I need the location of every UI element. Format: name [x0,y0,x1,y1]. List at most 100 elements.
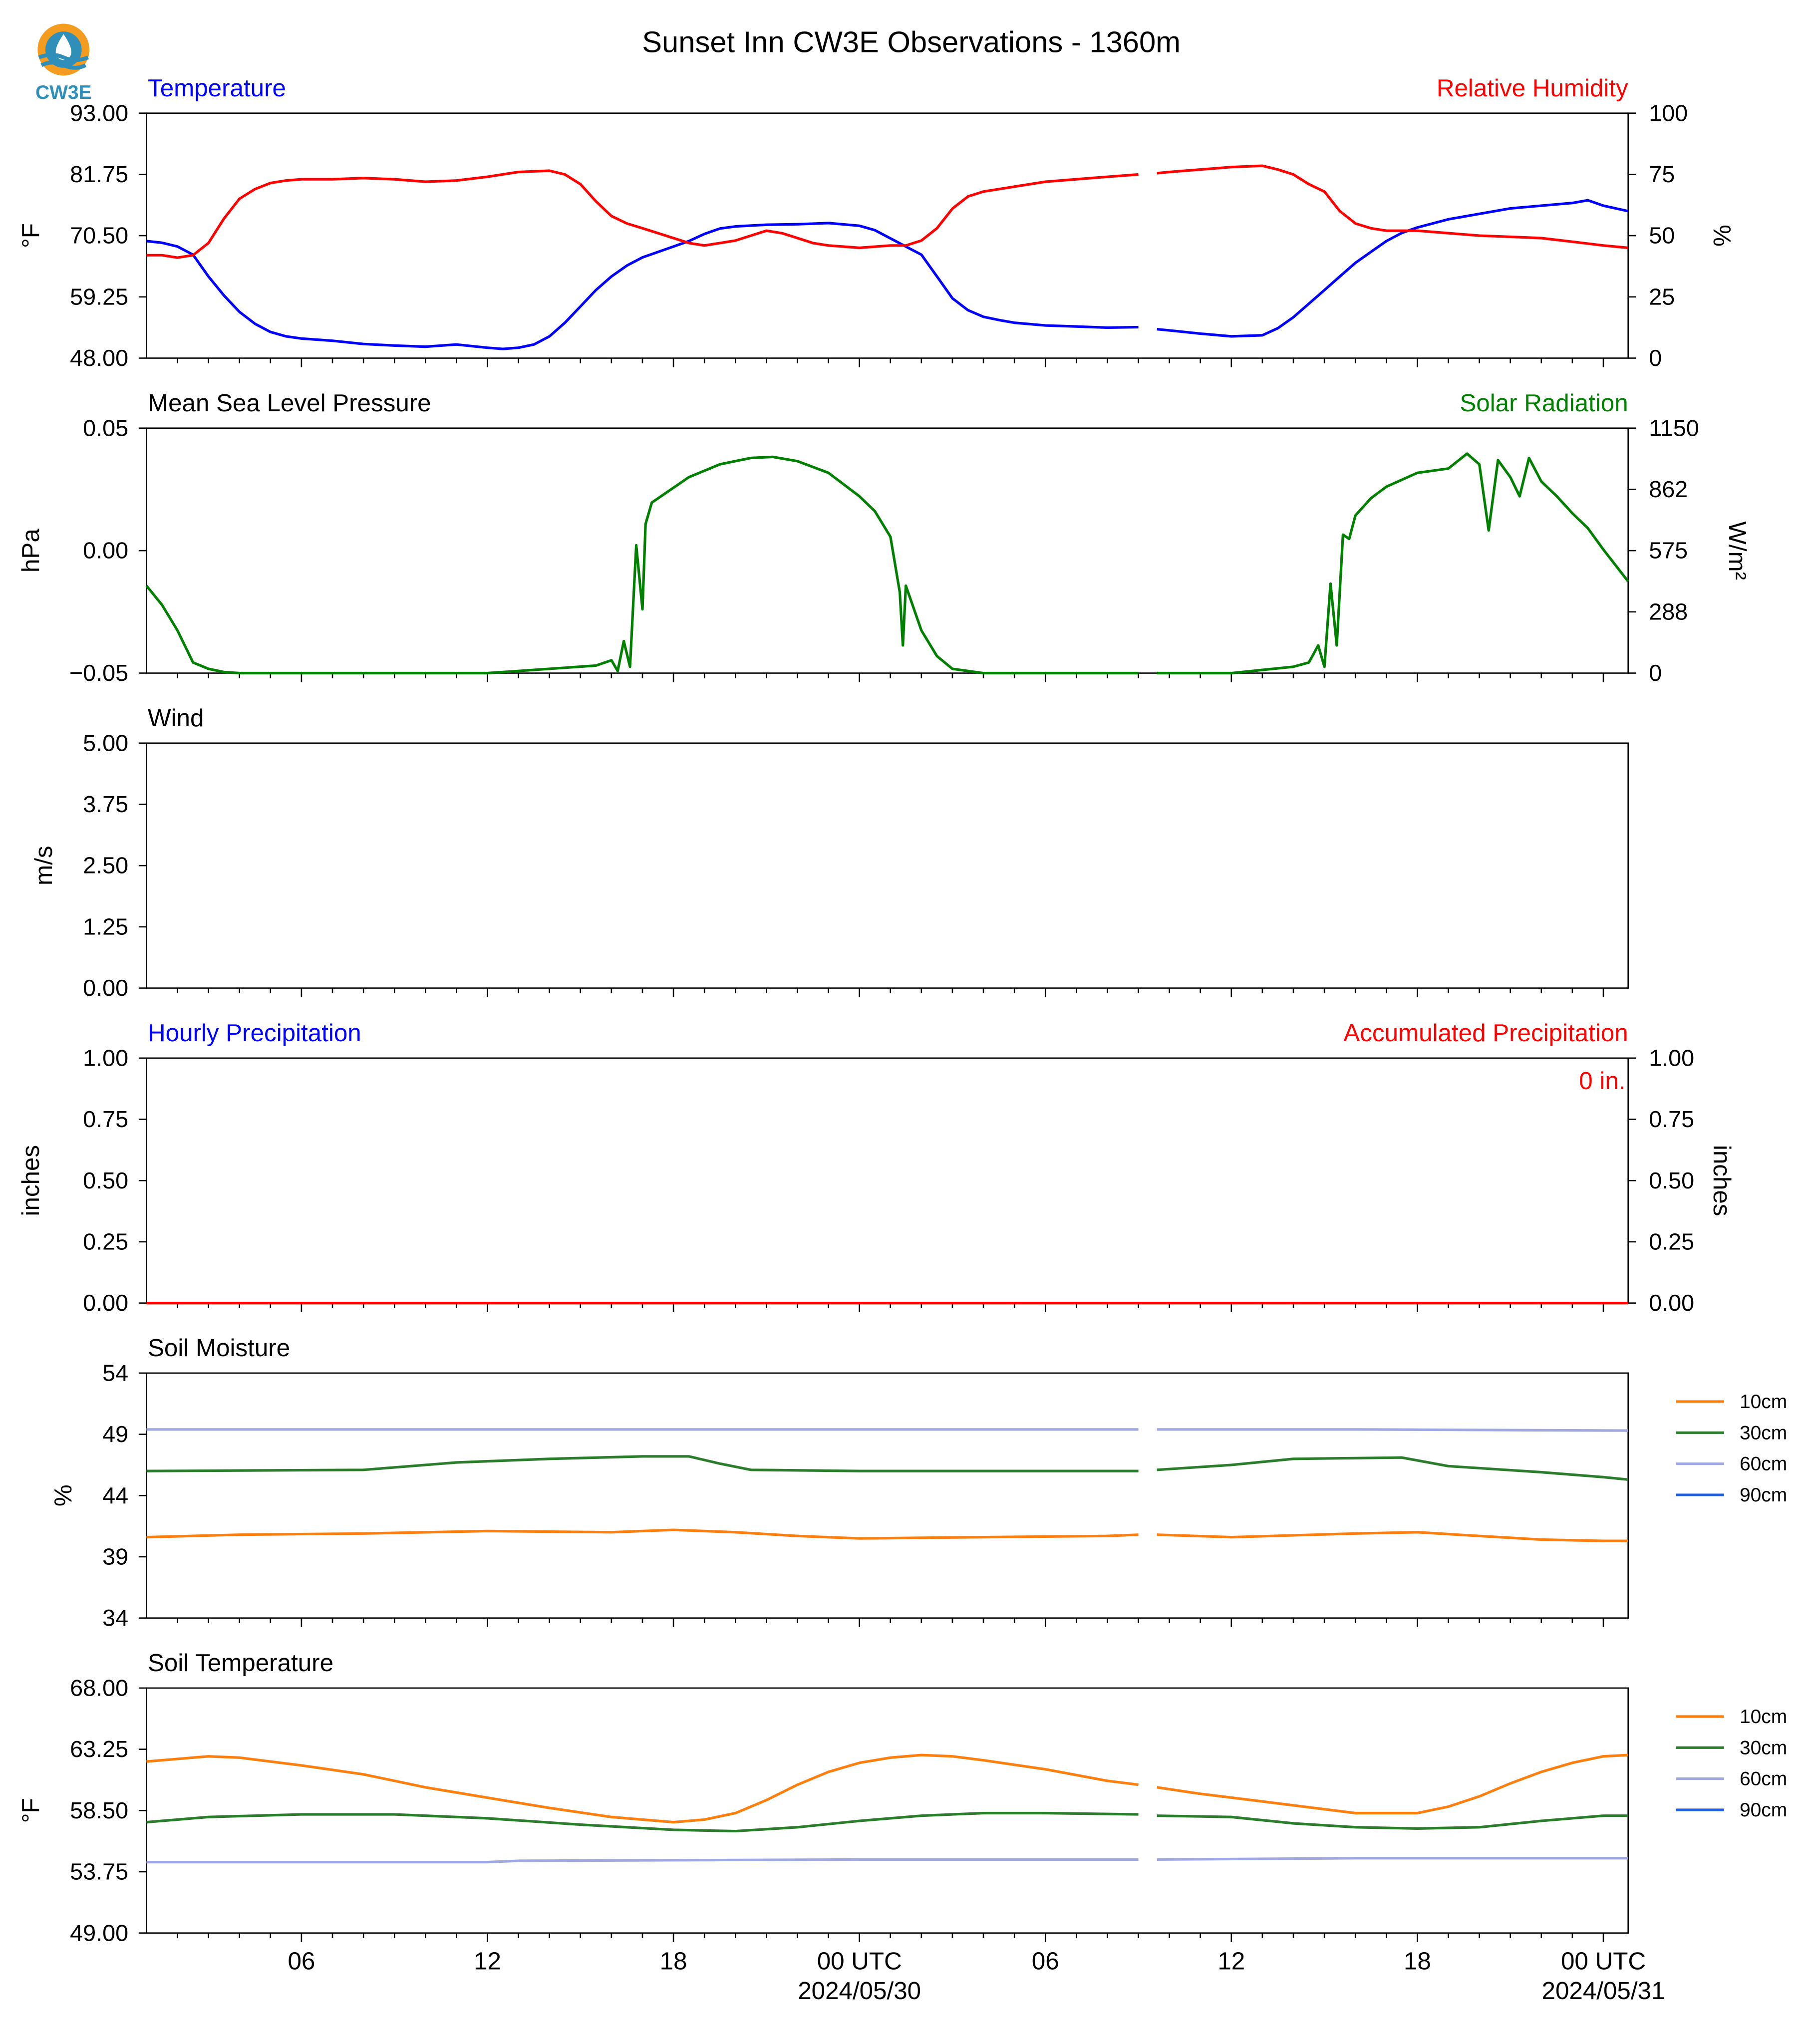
series-line-10cm [146,1753,1628,1824]
logo-text: CW3E [35,82,92,103]
y-tick-label-right: 0.50 [1649,1167,1694,1193]
y-tick-label-left: 68.00 [70,1675,128,1701]
legend-label: 30cm [1740,1422,1787,1444]
plot-frame [146,1057,1629,1304]
x-tick-label: 12 [474,1947,501,1975]
panel-temperature-rh: Temperature Relative Humidity 93.00 81.75 70… [17,74,1736,371]
y-tick-label-right: 25 [1649,284,1675,309]
legend-label: 30cm [1740,1737,1787,1758]
precip-total-annotation: 0 in. [1579,1067,1625,1095]
y-tick-label-left: 0.50 [83,1167,128,1193]
y-tick-label-left: 81.75 [70,161,128,187]
y-tick-label-left: 54 [102,1360,128,1386]
y-tick-label-left: 48.00 [70,345,128,371]
y-axis-label-left: °F [17,1798,44,1823]
y-axis-label-right: % [1708,225,1736,247]
y-tick-label-right: 1150 [1649,415,1699,441]
panel-title-left: Mean Sea Level Pressure [148,389,431,417]
panel-pressure-solar: Mean Sea Level Pressure Solar Radiation 0.… [17,389,1751,686]
series-line-relative-humidity [146,164,1628,259]
legend-label: 60cm [1740,1768,1787,1790]
cw3e-water-drop-logo-icon [37,23,90,76]
legend-label: 10cm [1740,1706,1787,1728]
series-line-30cm [146,1455,1628,1481]
y-tick-label-right: 50 [1649,223,1675,249]
series-line-60cm [146,1857,1628,1864]
y-axis-label-right: inches [1708,1145,1736,1216]
y-tick-label-left: 58.50 [70,1797,128,1823]
panel-precipitation: Hourly Precipitation Accumulated Precipit… [17,1019,1736,1316]
y-tick-label-left: 0.05 [83,415,128,441]
x-date-label: 2024/05/30 [798,1977,921,2005]
series-line-temperature [146,199,1629,350]
panel-title-right: Solar Radiation [1460,389,1628,417]
y-tick-label-right: 288 [1649,598,1688,624]
y-tick-label-left: 1.00 [83,1045,128,1071]
y-tick-label-left: 5.00 [83,730,128,756]
y-tick-label-left: 70.50 [70,223,128,249]
series-line-30cm [146,1811,1628,1833]
y-tick-label-left: 44 [102,1482,128,1508]
series-line-10cm [146,1528,1628,1542]
legend-label: 60cm [1740,1453,1787,1475]
y-tick-label-right: 862 [1649,476,1688,502]
y-tick-label-left: 39 [102,1544,128,1570]
plot-frame [146,1372,1629,1619]
panel-title-left: Soil Temperature [148,1649,333,1677]
cw3e-logo: CW3E [35,23,92,103]
panel-title-right: Accumulated Precipitation [1343,1019,1628,1047]
x-date-label: 2024/05/31 [1542,1977,1665,2005]
figure-title: Sunset Inn CW3E Observations - 1360m [642,25,1181,59]
legend-label: 90cm [1740,1799,1787,1821]
y-axis-label-right: W/m² [1724,521,1751,580]
plot-frame [146,742,1629,989]
x-tick-label: 18 [660,1947,687,1975]
y-tick-label-right: 100 [1649,100,1688,126]
x-tick-label: 06 [288,1947,315,1975]
panel-soil-temperature: Soil Temperature 68.00 63.25 58.50 53.75 49.0… [17,1649,1787,1946]
y-tick-label-right: 0 [1649,345,1662,371]
plot-frame [146,1687,1629,1934]
legend-label: 10cm [1740,1391,1787,1413]
y-tick-label-left: 93.00 [70,100,128,126]
panel-title-left: Temperature [148,74,286,102]
y-axis-label-left: hPa [17,529,44,573]
y-tick-label-right: 0.00 [1649,1290,1694,1316]
y-tick-label-left: 49.00 [70,1920,128,1946]
plot-frame [146,427,1629,674]
x-tick-label: 00 UTC [817,1947,902,1975]
panel-soil-moisture: Soil Moisture 54 49 44 39 34% 10cm 30cm 60cm 90cm [49,1334,1787,1631]
y-axis-label-left: % [49,1484,77,1506]
y-tick-label-left: 34 [102,1605,128,1631]
x-tick-label: 00 UTC [1561,1947,1646,1975]
legend-label: 90cm [1740,1484,1787,1506]
y-tick-label-right: 1.00 [1649,1045,1694,1071]
y-tick-label-right: 0 [1649,660,1662,686]
y-tick-label-left: 2.50 [83,853,128,878]
y-tick-label-left: 53.75 [70,1859,128,1885]
y-axis-label-left: °F [17,223,44,248]
x-tick-label: 06 [1032,1947,1059,1975]
y-tick-label-right: 0.25 [1649,1228,1694,1254]
x-tick-label: 18 [1404,1947,1431,1975]
legend: 10cm 30cm 60cm 90cm [1676,1706,1787,1821]
y-tick-label-right: 75 [1649,161,1675,187]
y-tick-label-right: 575 [1649,538,1688,564]
legend: 10cm 30cm 60cm 90cm [1676,1391,1787,1506]
y-tick-label-left: 0.00 [83,975,128,1001]
panel-title-left: Hourly Precipitation [148,1019,361,1047]
panel-title-right: Relative Humidity [1437,74,1628,102]
y-tick-label-left: 0.00 [83,1290,128,1316]
y-tick-label-left: −0.05 [69,660,128,686]
y-tick-label-right: 0.75 [1649,1106,1694,1132]
panels: Temperature Relative Humidity 93.00 81.75 70… [17,74,1787,1946]
series-line-60cm [146,1428,1628,1432]
y-tick-label-left: 0.75 [83,1106,128,1132]
y-tick-label-left: 59.25 [70,284,128,309]
y-tick-label-left: 3.75 [83,791,128,817]
panel-wind: Wind 5.00 3.75 2.50 1.25 0.00 m/s [30,704,1629,1001]
y-axis-label-left: m/s [30,846,57,885]
panel-title-left: Soil Moisture [148,1334,290,1362]
